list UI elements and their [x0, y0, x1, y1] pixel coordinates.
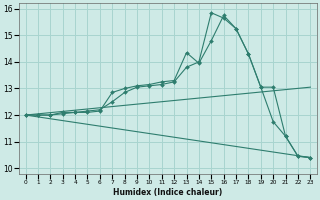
- X-axis label: Humidex (Indice chaleur): Humidex (Indice chaleur): [113, 188, 223, 197]
